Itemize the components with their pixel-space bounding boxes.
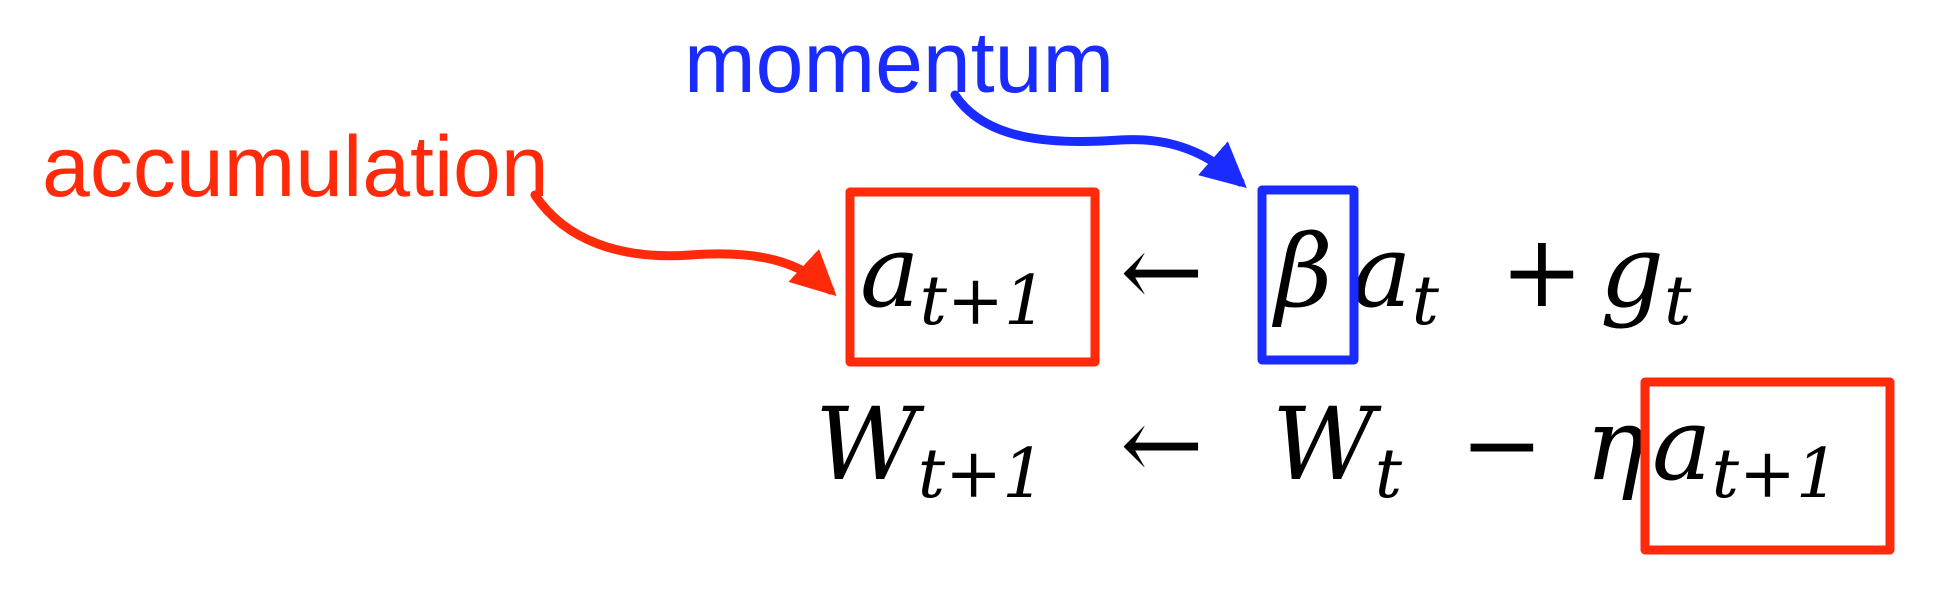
eq2-arrow: ← <box>1120 386 1204 503</box>
eq1-term2-sub: t <box>1664 262 1692 341</box>
eq1-beta: β <box>1275 213 1333 330</box>
eq1-term2-var: g <box>1600 213 1665 330</box>
eq2-rhs2: at+1 <box>1652 395 1839 509</box>
eq1-arrow: ← <box>1120 213 1204 330</box>
eq2-rhs2-sub: t+1 <box>1711 435 1840 514</box>
eq2-eta: η <box>1585 386 1645 503</box>
eq1-term1-sub: t <box>1411 262 1439 341</box>
eq1-term2: gt <box>1600 222 1691 336</box>
accumulation-arrow <box>530 190 837 297</box>
eq2-lhs-sub: t+1 <box>917 435 1046 514</box>
accumulation-label: accumulation <box>42 119 549 215</box>
eq2-rhs1: Wt <box>1272 395 1402 509</box>
eq2-lhs-var: W <box>815 386 918 503</box>
equation-momentum-update: at+1 <box>860 222 1047 336</box>
equation-weight-update: Wt+1 <box>815 395 1045 509</box>
eq1-lhs-sub: t+1 <box>919 262 1048 341</box>
eq1-term1-var: a <box>1352 213 1412 330</box>
eq2-rhs1-sub: t <box>1374 435 1403 514</box>
eq1-term1: at <box>1352 222 1439 336</box>
momentum-label: momentum <box>684 15 1115 111</box>
eq2-rhs2-var: a <box>1652 386 1712 503</box>
eq1-lhs-var: a <box>860 213 920 330</box>
eq1-plus: + <box>1500 213 1584 330</box>
eq2-rhs1-var: W <box>1272 386 1375 503</box>
eq2-minus: − <box>1460 386 1544 503</box>
